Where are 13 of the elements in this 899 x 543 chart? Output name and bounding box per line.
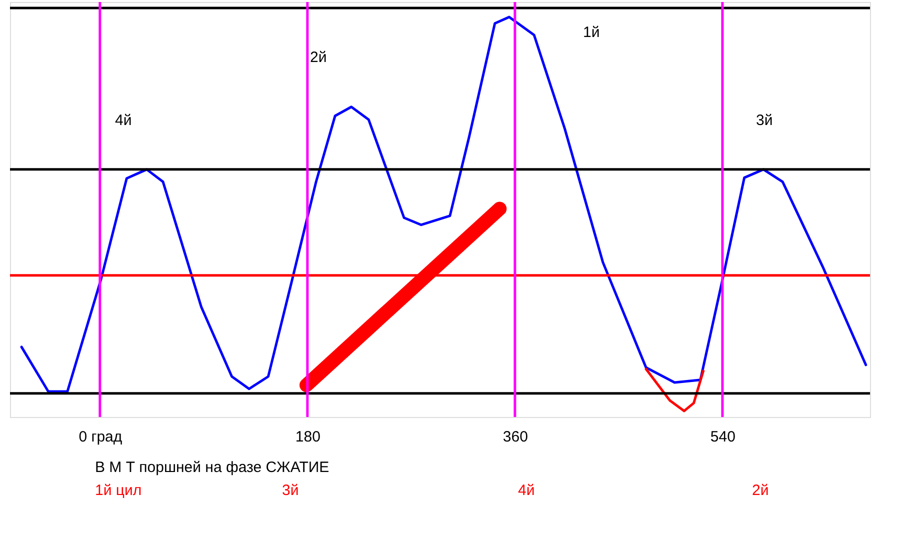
x-tick-label: 540 (710, 428, 736, 446)
annotation: 1й (583, 24, 600, 41)
text: 3й (282, 482, 299, 499)
text: 4й (518, 482, 535, 499)
x-tick-label: 0 град (78, 428, 122, 446)
x-tick-label: 360 (502, 428, 528, 446)
annotation: 3й (756, 112, 773, 129)
text: В М Т поршней на фазе СЖАТИЕ (95, 459, 330, 476)
annotation: 4й (115, 112, 132, 129)
text: 1й цил (95, 482, 142, 499)
text: 2й (752, 482, 769, 499)
annotation: 2й (310, 49, 327, 66)
x-tick-label: 180 (295, 428, 320, 446)
